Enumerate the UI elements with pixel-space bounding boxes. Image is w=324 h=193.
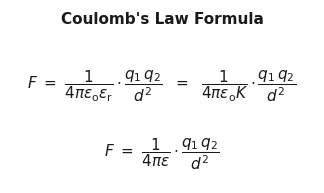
Text: $F \ = \ \dfrac{1}{4\pi\varepsilon_{\mathrm{o}}\varepsilon_{\mathrm{r}}} \cdot \: $F \ = \ \dfrac{1}{4\pi\varepsilon_{\mat… [28,68,296,104]
Text: $F \ = \ \dfrac{1}{4\pi\varepsilon} \cdot \dfrac{q_1\,q_2}{d^2}$: $F \ = \ \dfrac{1}{4\pi\varepsilon} \cdo… [104,137,220,172]
Text: Coulomb's Law Formula: Coulomb's Law Formula [61,12,263,27]
